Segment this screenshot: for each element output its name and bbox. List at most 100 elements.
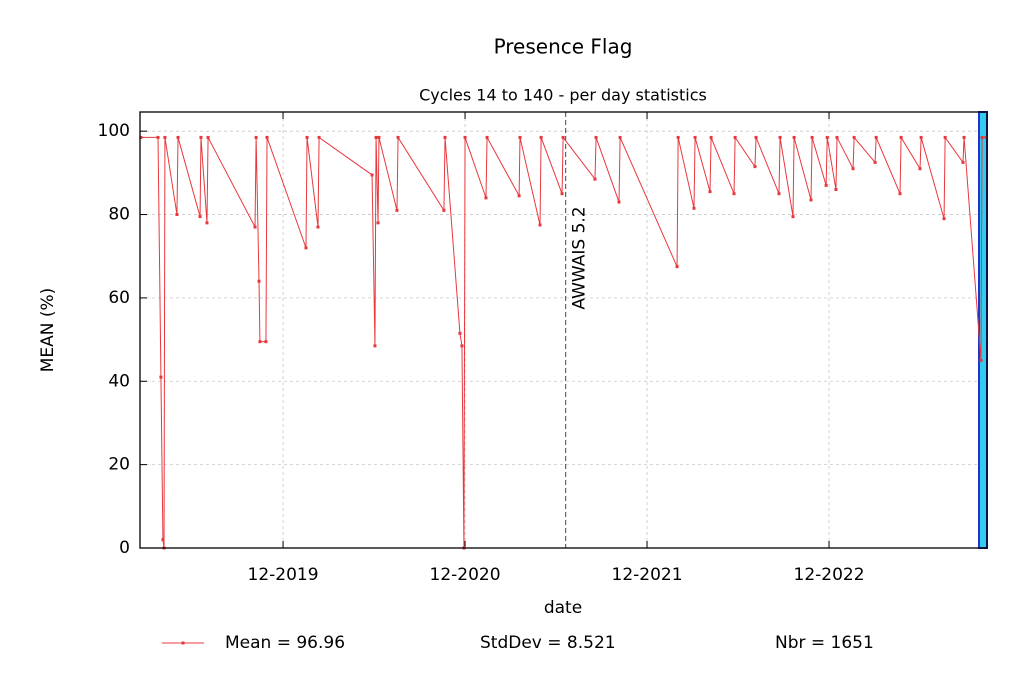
data-point	[139, 135, 143, 139]
data-point	[825, 135, 829, 139]
x-axis-label: date	[544, 598, 582, 618]
data-point	[834, 188, 838, 192]
chart-title: Presence Flag	[494, 35, 633, 59]
plot-frame	[139, 111, 988, 549]
data-point	[617, 200, 621, 204]
data-point	[873, 160, 877, 164]
data-point	[265, 135, 269, 139]
data-point	[443, 135, 447, 139]
chart-subtitle: Cycles 14 to 140 - per day statistics	[419, 86, 707, 105]
data-point	[754, 135, 758, 139]
stat-label: Nbr = 1651	[775, 633, 874, 653]
data-point	[257, 279, 261, 283]
y-tick-label: 60	[108, 288, 130, 308]
data-point	[159, 375, 163, 379]
data-point	[374, 135, 378, 139]
data-point	[460, 344, 464, 348]
data-point	[835, 135, 839, 139]
data-point	[156, 135, 160, 139]
data-point	[980, 135, 984, 139]
data-point	[675, 265, 679, 269]
data-point	[942, 217, 946, 221]
data-point	[176, 135, 180, 139]
data-point	[304, 246, 308, 250]
data-point	[254, 135, 258, 139]
data-point	[732, 192, 736, 196]
data-point	[376, 221, 380, 225]
data-point	[199, 135, 203, 139]
data-point	[561, 135, 565, 139]
y-tick-label: 0	[119, 538, 130, 558]
data-point	[733, 135, 737, 139]
stat-label: StdDev = 8.521	[480, 633, 616, 653]
data-point	[778, 135, 782, 139]
data-point	[484, 196, 488, 200]
data-point	[317, 135, 321, 139]
x-tick-label: 12-2022	[794, 565, 865, 585]
data-point	[979, 358, 983, 362]
data-point	[852, 135, 856, 139]
data-point	[485, 135, 489, 139]
shaded-region	[977, 111, 988, 549]
y-tick-label: 80	[108, 205, 130, 225]
data-point	[962, 135, 966, 139]
data-point	[442, 208, 446, 212]
data-point	[395, 208, 399, 212]
data-point	[898, 192, 902, 196]
data-point	[518, 135, 522, 139]
data-point	[198, 215, 202, 219]
data-point	[517, 194, 521, 198]
data-point	[899, 135, 903, 139]
data-point	[961, 160, 965, 164]
data-point	[264, 340, 268, 344]
data-point	[824, 183, 828, 187]
data-point	[258, 340, 262, 344]
series-line	[140, 135, 987, 549]
data-point	[919, 135, 923, 139]
data-point	[792, 135, 796, 139]
data-point	[161, 538, 165, 542]
data-point	[918, 167, 922, 171]
data-point	[709, 135, 713, 139]
data-point	[370, 173, 374, 177]
data-point	[874, 135, 878, 139]
data-point	[984, 135, 988, 139]
data-point	[692, 206, 696, 210]
data-point	[463, 135, 467, 139]
data-point	[693, 135, 697, 139]
data-point	[396, 135, 400, 139]
data-point	[708, 190, 712, 194]
data-point	[809, 198, 813, 202]
y-tick-label: 20	[108, 455, 130, 475]
x-tick-label: 12-2019	[248, 565, 319, 585]
data-point	[253, 225, 257, 229]
data-point	[560, 192, 564, 196]
data-point	[594, 135, 598, 139]
data-point	[593, 177, 597, 181]
data-point	[316, 225, 320, 229]
data-point	[206, 135, 210, 139]
annotation-label: AWWAIS 5.2	[570, 206, 590, 309]
data-point	[163, 135, 167, 139]
y-tick-label: 40	[108, 371, 130, 391]
data-point	[205, 221, 209, 225]
data-point	[373, 344, 377, 348]
data-point	[810, 135, 814, 139]
data-point	[458, 331, 462, 335]
legend-marker	[181, 641, 185, 645]
data-point	[676, 135, 680, 139]
data-point	[538, 223, 542, 227]
y-axis-label: MEAN (%)	[38, 288, 58, 373]
data-point	[753, 165, 757, 169]
data-point	[305, 135, 309, 139]
data-point	[943, 135, 947, 139]
data-point	[175, 213, 179, 217]
data-point	[777, 192, 781, 196]
data-point	[539, 135, 543, 139]
data-point	[377, 135, 381, 139]
data-point	[791, 215, 795, 219]
data-point	[851, 167, 855, 171]
y-tick-label: 100	[98, 121, 130, 141]
legend-label: Mean = 96.96	[225, 633, 345, 653]
